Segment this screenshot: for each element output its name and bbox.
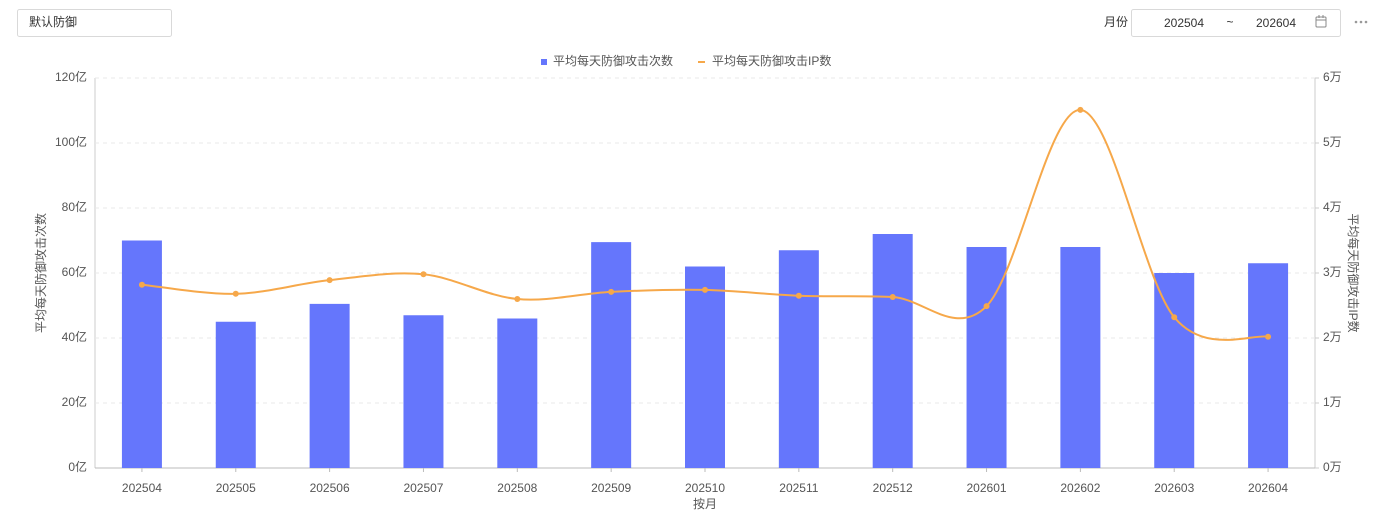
bar <box>497 318 538 468</box>
y2-tick-label: 6万 <box>1323 70 1342 84</box>
legend-label[interactable]: 平均每天防御攻击IP数 <box>712 53 831 68</box>
x-tick-label: 202604 <box>1248 481 1288 495</box>
range-separator: ~ <box>1226 15 1233 29</box>
legend-label[interactable]: 平均每天防御攻击次数 <box>553 53 673 68</box>
bar <box>872 234 913 468</box>
x-tick-label: 202510 <box>685 481 725 495</box>
y-tick-label: 100亿 <box>55 134 87 149</box>
line-point <box>232 290 239 297</box>
bar <box>403 315 444 468</box>
x-tick-label: 202603 <box>1154 481 1194 495</box>
x-tick-label: 202509 <box>591 481 631 495</box>
line-point <box>326 277 333 284</box>
y-tick-label: 0亿 <box>68 459 87 474</box>
line-point <box>1077 106 1084 113</box>
date-range[interactable] <box>1131 9 1341 37</box>
bar <box>309 303 350 468</box>
y2-axis-title: 平均每天防御攻击IP数 <box>1346 213 1361 332</box>
bar <box>215 321 256 468</box>
x-tick-label: 202505 <box>216 481 256 495</box>
line-point <box>420 271 427 278</box>
x-tick-label: 202508 <box>497 481 537 495</box>
legend-swatch <box>541 59 547 65</box>
x-tick-label: 202507 <box>403 481 443 495</box>
y-tick-label: 20亿 <box>62 394 87 409</box>
y-tick-label: 120亿 <box>55 69 87 84</box>
y-axis-title: 平均每天防御攻击次数 <box>33 213 48 333</box>
y-tick-label: 40亿 <box>62 329 87 344</box>
x-tick-label: 202512 <box>873 481 913 495</box>
y2-tick-label: 2万 <box>1323 330 1342 344</box>
line-point <box>1265 333 1272 340</box>
range-start: 202504 <box>1164 16 1204 30</box>
bar <box>778 250 819 468</box>
y-tick-label: 80亿 <box>62 199 87 214</box>
calendar-icon <box>1315 15 1327 28</box>
bar <box>121 240 162 468</box>
x-tick-label: 202506 <box>310 481 350 495</box>
line-point <box>1171 314 1178 321</box>
x-axis-title: 按月 <box>693 497 717 511</box>
line-point <box>702 286 708 293</box>
bar <box>1154 273 1195 468</box>
preset-text: 默认防御 <box>29 14 77 29</box>
bar <box>1248 263 1289 468</box>
x-tick-label: 202511 <box>779 481 818 495</box>
line-point <box>138 281 145 288</box>
bar <box>591 242 632 468</box>
x-tick-label: 202602 <box>1060 481 1100 495</box>
y2-tick-label: 4万 <box>1323 200 1342 214</box>
month-label: 月份 <box>1104 15 1128 29</box>
line-point <box>983 303 990 310</box>
line-point <box>514 296 521 302</box>
y2-tick-label: 0万 <box>1323 460 1342 474</box>
y2-tick-label: 5万 <box>1323 135 1342 149</box>
line-point <box>795 292 802 299</box>
range-end: 202604 <box>1256 16 1296 30</box>
y2-tick-label: 3万 <box>1323 265 1342 279</box>
preset-select[interactable] <box>17 9 172 37</box>
line <box>141 108 1269 341</box>
y2-tick-label: 1万 <box>1323 395 1342 409</box>
more-menu[interactable] <box>1354 20 1368 24</box>
x-tick-label: 202504 <box>122 481 162 495</box>
line-point <box>608 288 615 295</box>
bar <box>685 266 725 468</box>
bar <box>1060 247 1101 468</box>
y-tick-label: 60亿 <box>62 264 87 279</box>
bar <box>966 247 1007 468</box>
x-tick-label: 202601 <box>967 481 1007 495</box>
line-point <box>889 294 896 301</box>
